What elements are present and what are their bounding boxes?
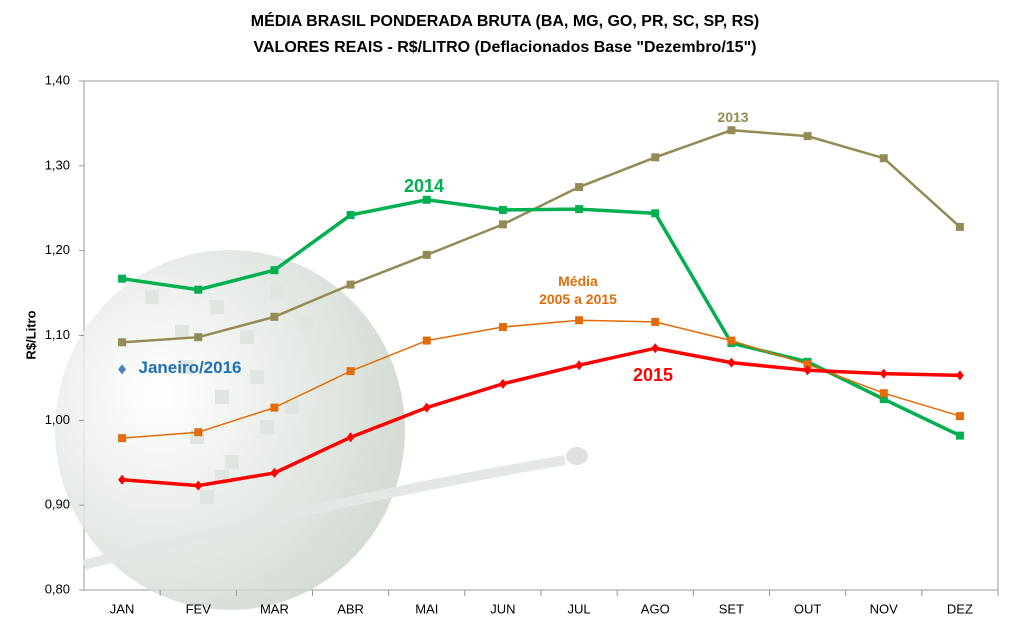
marker [118,434,127,443]
marker [727,336,736,345]
x-tick-label: OUT [794,601,822,616]
marker [955,412,964,421]
series-label: 2015 [632,365,674,385]
x-tick-label: JAN [110,601,135,616]
x-tick-label: DEZ [947,601,973,616]
marker [727,126,736,135]
y-axis-label: R$/Litro [23,310,38,359]
y-tick-label: 1,00 [45,412,70,427]
marker [422,250,431,259]
marker [498,378,507,389]
series-label: Média 2005 a 2015 [539,273,617,307]
marker [803,132,812,141]
marker [575,360,584,371]
marker [803,360,812,369]
marker [194,333,203,342]
marker [194,480,203,491]
marker [727,357,736,368]
marker [346,367,355,376]
marker [346,211,355,220]
y-tick-label: 1,10 [45,327,70,342]
x-tick-label: AGO [641,601,670,616]
chart-title: MÉDIA BRASIL PONDERADA BRUTA (BA, MG, GO… [251,11,759,30]
x-tick-label: FEV [186,601,212,616]
marker [270,403,279,412]
marker [879,389,888,398]
series-line [121,346,960,488]
marker [498,323,507,332]
background-dot [566,447,588,465]
x-tick-label: JUL [568,601,591,616]
x-tick-label: MAI [415,601,438,616]
marker [194,428,203,437]
marker [955,222,964,231]
y-tick-label: 1,20 [45,242,70,257]
chart-subtitle: VALORES REAIS - R$/LITRO (Deflacionados … [254,39,757,56]
marker [422,195,431,204]
y-tick-label: 0,80 [45,581,70,596]
marker [651,317,660,326]
series-label: 2013 [717,109,749,125]
marker [118,364,127,375]
background-swoosh [82,455,566,570]
marker [498,205,507,214]
series-label: Janeiro/2016 [138,358,242,377]
series-line [121,197,961,438]
marker [194,285,203,294]
marker [118,274,127,283]
marker [422,402,431,413]
marker [346,432,355,443]
series-label: 2014 [403,176,445,196]
background-squares [145,285,344,504]
marker [498,220,507,229]
marker [270,312,279,321]
series-line [121,128,961,344]
x-tick-label: MAR [260,601,289,616]
marker [118,338,127,347]
marker [651,153,660,162]
marker [879,154,888,163]
marker [422,336,431,345]
x-tick-label: NOV [870,601,899,616]
y-tick-label: 1,40 [45,72,70,87]
marker [118,474,127,485]
marker [270,467,279,478]
marker [651,343,660,354]
marker [651,209,660,218]
y-tick-label: 0,90 [45,497,70,512]
marker [879,395,888,404]
marker [575,316,584,325]
marker [879,368,888,379]
x-tick-label: ABR [337,601,364,616]
x-tick-label: SET [719,601,744,616]
marker [575,183,584,192]
marker [803,365,812,376]
marker [955,431,964,440]
x-tick-label: JUN [490,601,515,616]
y-tick-label: 1,30 [45,157,70,172]
marker [270,266,279,275]
marker [575,205,584,214]
marker [955,370,964,381]
marker [346,280,355,289]
